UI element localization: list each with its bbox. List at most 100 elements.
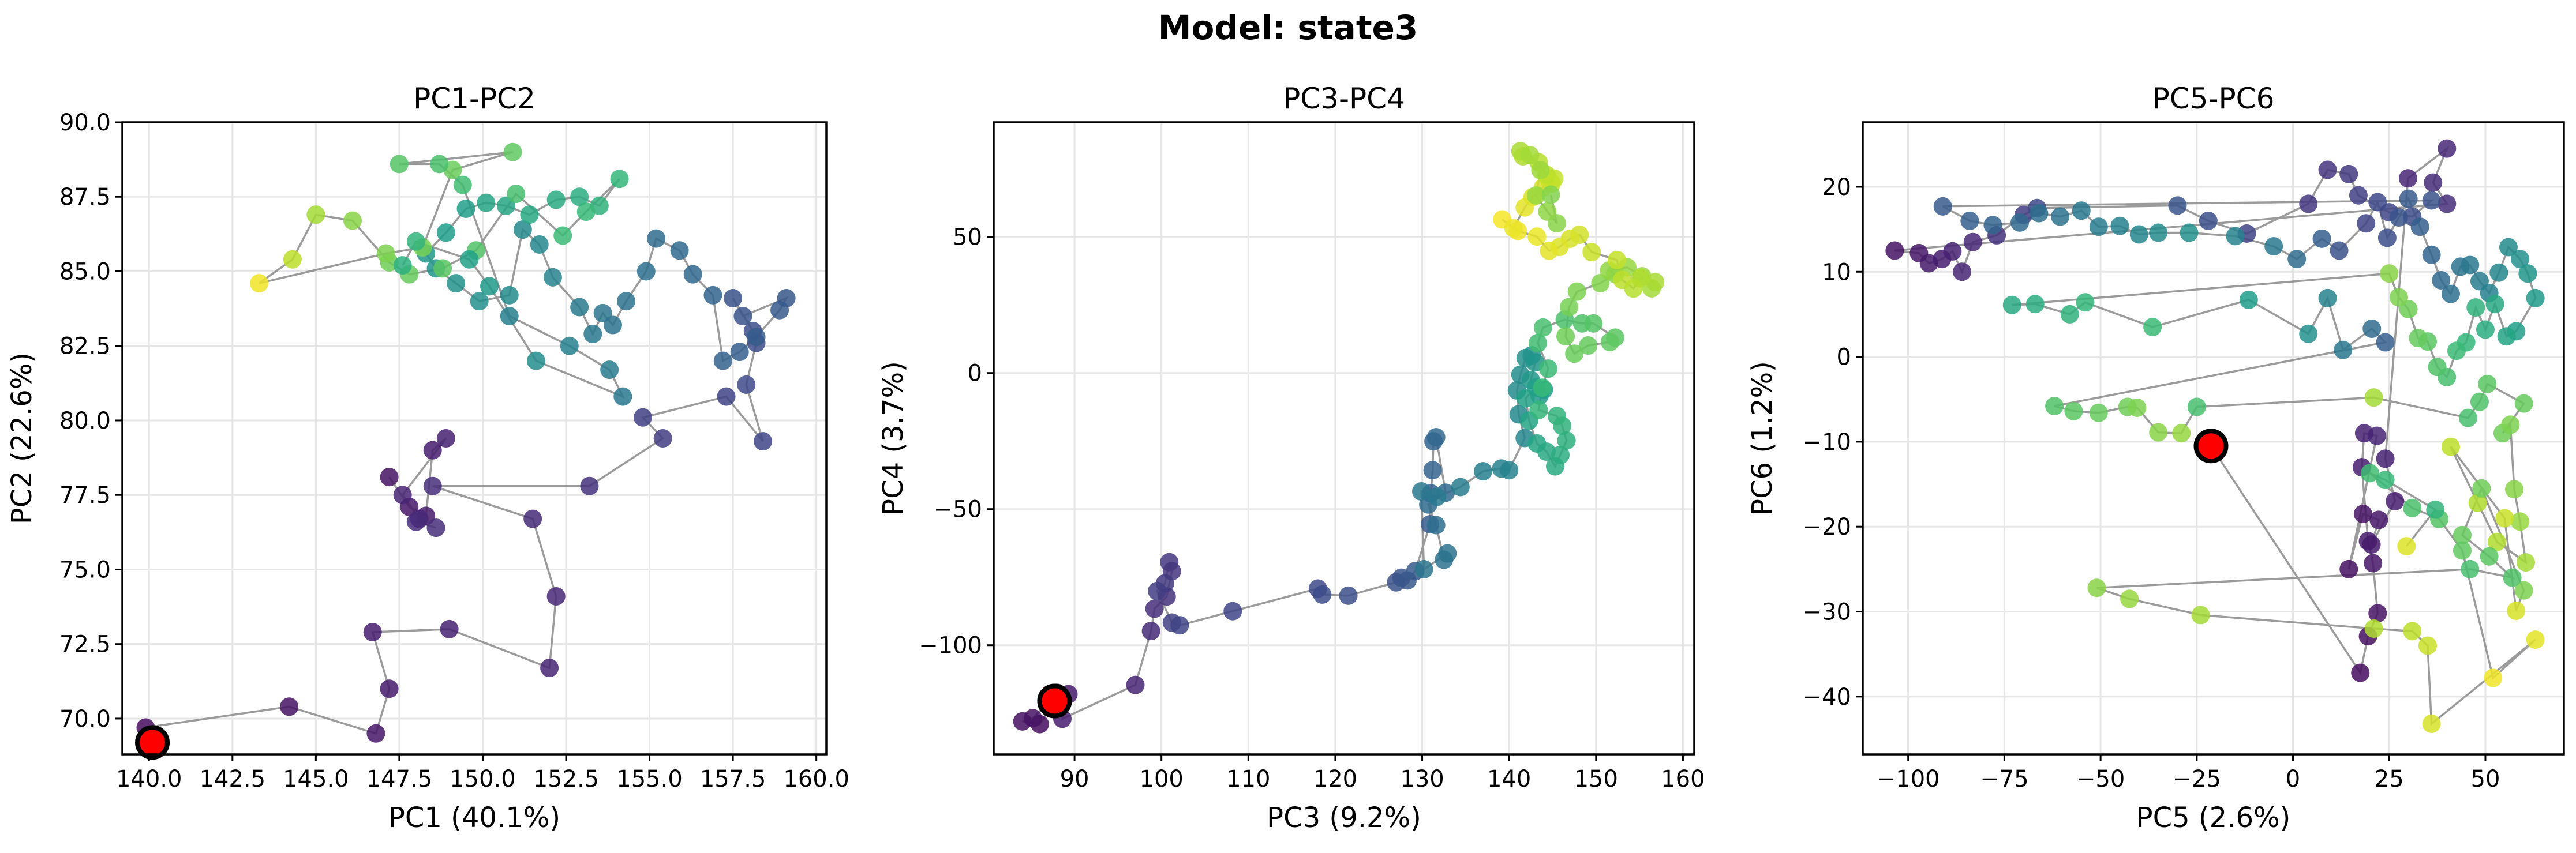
data-point: [1339, 586, 1358, 605]
axes-frame: [121, 121, 828, 756]
data-point: [1885, 241, 1904, 260]
panel-title: PC1-PC2: [413, 82, 536, 115]
x-tick-label: 50: [2471, 766, 2500, 792]
data-point: [2376, 449, 2395, 468]
data-point: [380, 679, 399, 698]
data-point: [2399, 189, 2418, 208]
data-point: [2428, 358, 2447, 377]
data-point: [633, 408, 652, 427]
y-tick-label: 50: [953, 224, 982, 251]
data-point: [250, 274, 269, 293]
data-point: [2360, 464, 2379, 483]
data-point: [2377, 228, 2397, 247]
data-point: [2180, 223, 2199, 242]
data-point: [2199, 211, 2218, 230]
data-point: [580, 476, 599, 495]
data-point: [770, 300, 789, 320]
x-tick-label: −75: [1980, 766, 2028, 792]
data-point: [453, 175, 472, 194]
data-point: [600, 360, 619, 379]
y-tick-label: −100: [919, 633, 982, 659]
data-point: [2418, 636, 2437, 655]
data-point: [2045, 397, 2064, 416]
data-point: [423, 476, 442, 495]
x-tick-label: 90: [1060, 766, 1089, 792]
data-point: [2461, 255, 2480, 275]
data-point: [1527, 227, 1547, 246]
data-point: [2497, 327, 2516, 346]
x-tick-label: 120: [1313, 766, 1357, 792]
data-point: [2441, 437, 2460, 456]
data-point: [430, 155, 449, 174]
data-point: [2089, 403, 2108, 422]
data-point: [2409, 329, 2428, 348]
data-point: [1451, 478, 1470, 497]
axes-frame: [993, 121, 1695, 756]
data-point: [2426, 500, 2445, 519]
data-point: [2351, 663, 2370, 682]
data-point: [2312, 229, 2331, 248]
data-point: [713, 351, 732, 370]
data-point: [717, 387, 736, 406]
x-tick-label: 152.5: [533, 766, 600, 792]
data-point: [1533, 378, 1552, 397]
data-point: [2499, 238, 2518, 257]
data-point: [2334, 340, 2353, 359]
data-point: [2076, 293, 2095, 312]
data-point: [2318, 288, 2337, 307]
data-point: [754, 432, 773, 451]
data-point: [1500, 461, 1519, 480]
data-point: [2060, 305, 2079, 324]
data-point: [703, 285, 722, 305]
y-tick-label: 20: [1822, 174, 1851, 201]
data-point: [1540, 241, 1559, 260]
data-point: [460, 250, 479, 269]
data-point: [653, 429, 672, 448]
panel-2: 90 100 110 120 130 140 150 160 −100 −50 0 50 PC3-PC4…: [877, 82, 1705, 834]
data-point: [2353, 505, 2372, 524]
data-point: [2380, 264, 2399, 283]
data-point: [1533, 318, 1552, 337]
data-point: [2458, 408, 2477, 427]
data-point: [447, 274, 466, 293]
data-point: [390, 155, 409, 174]
data-point: [2364, 388, 2383, 407]
data-point: [747, 328, 766, 347]
data-point: [2447, 341, 2466, 360]
data-point: [1565, 344, 1584, 363]
data-point: [2172, 424, 2191, 443]
data-point: [546, 190, 566, 209]
y-axis-label: PC6 (1.2%): [1746, 361, 1779, 516]
trajectory-line: [144, 151, 789, 743]
data-point: [2226, 227, 2245, 246]
data-point: [363, 623, 382, 642]
x-tick-label: −100: [1877, 766, 1940, 792]
data-point: [576, 202, 596, 221]
data-point: [1531, 161, 1550, 180]
x-tick-label: 160.0: [783, 766, 849, 792]
data-point: [1426, 516, 1446, 535]
data-point: [2518, 264, 2537, 283]
data-point: [2128, 398, 2147, 417]
data-point: [2318, 160, 2337, 179]
data-point: [1412, 482, 1431, 501]
data-point: [503, 142, 522, 161]
data-point: [500, 285, 519, 305]
data-point: [526, 351, 545, 370]
start-marker: [1037, 683, 1072, 719]
data-point: [2368, 604, 2387, 623]
x-tick-label: 145.0: [283, 766, 349, 792]
data-point: [1612, 270, 1631, 290]
data-point: [306, 205, 325, 224]
data-point: [2187, 397, 2206, 416]
x-tick-label: 140: [1487, 766, 1531, 792]
data-point: [560, 336, 579, 355]
data-point: [440, 619, 459, 638]
data-point: [1943, 242, 1962, 261]
data-point: [2025, 295, 2045, 314]
data-point: [1579, 336, 1598, 355]
data-point: [2149, 423, 2168, 442]
x-tick-label: 155.0: [616, 766, 683, 792]
data-point: [1126, 675, 1145, 694]
data-point: [553, 226, 572, 245]
